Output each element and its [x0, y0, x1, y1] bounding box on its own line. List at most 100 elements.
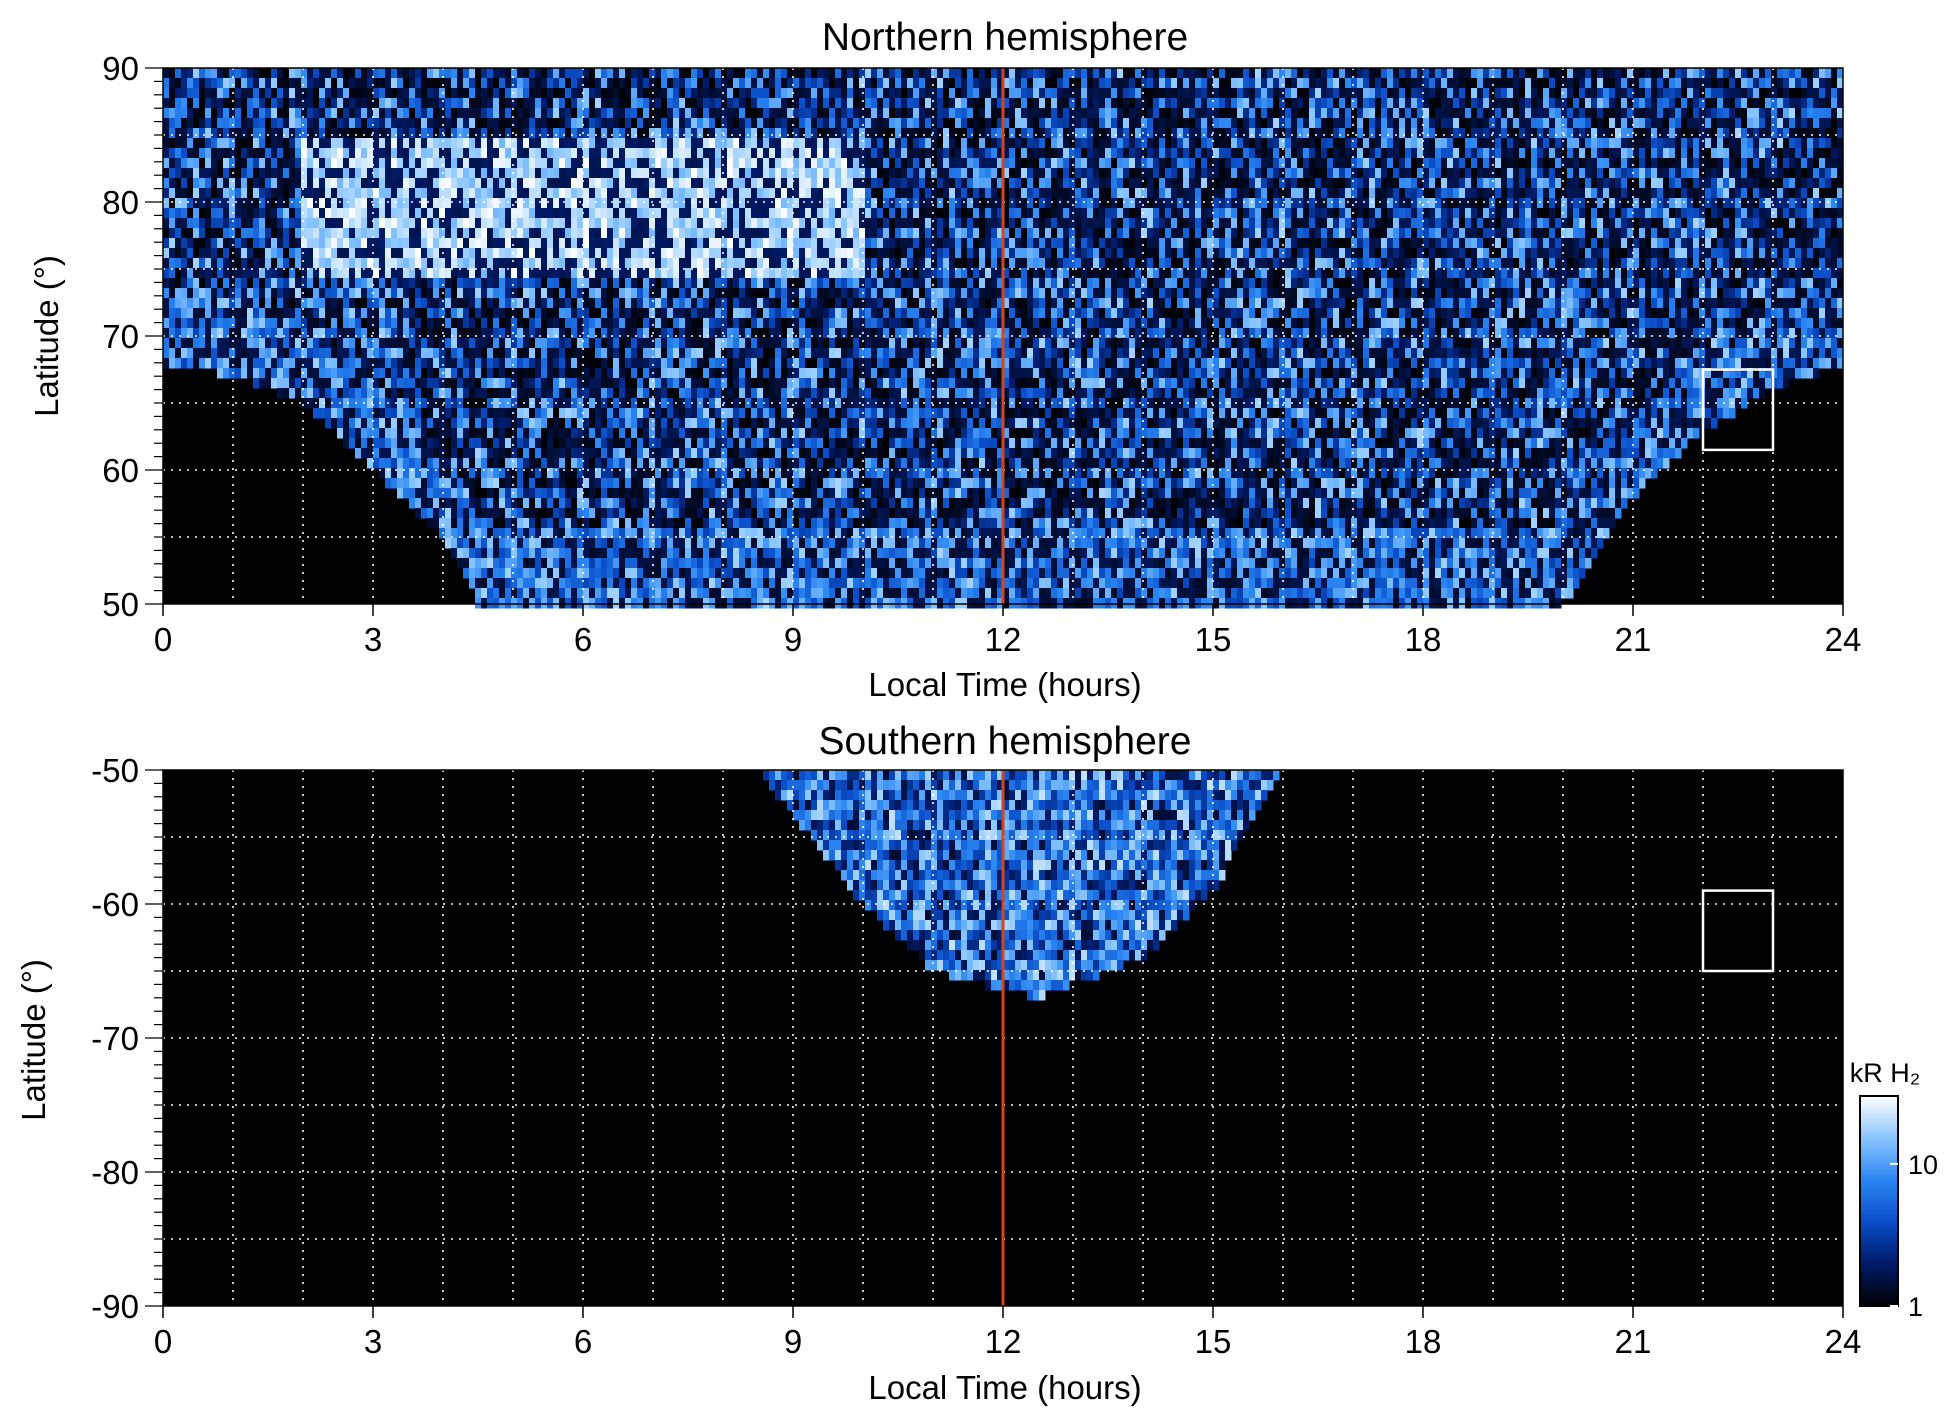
emission-cell — [445, 138, 452, 149]
emission-cell — [415, 398, 422, 409]
emission-cell — [205, 218, 212, 229]
emission-cell — [775, 588, 782, 599]
emission-cell — [337, 318, 344, 329]
emission-cell — [727, 198, 734, 209]
emission-cell — [385, 158, 392, 169]
emission-cell — [349, 258, 356, 269]
emission-cell — [769, 498, 776, 509]
emission-cell — [781, 348, 788, 359]
emission-cell — [367, 158, 374, 169]
emission-cell — [535, 328, 542, 339]
emission-cell — [721, 198, 728, 209]
emission-cell — [619, 318, 626, 329]
emission-cell — [667, 528, 674, 539]
emission-cell — [655, 158, 662, 169]
emission-cell — [583, 208, 590, 219]
emission-cell — [433, 468, 440, 479]
emission-cell — [685, 518, 692, 529]
emission-cell — [715, 478, 722, 489]
emission-cell — [769, 508, 776, 519]
emission-cell — [775, 248, 782, 259]
emission-cell — [271, 188, 278, 199]
emission-cell — [535, 568, 542, 579]
emission-cell — [643, 198, 650, 209]
emission-cell — [691, 308, 698, 319]
emission-cell — [679, 128, 686, 139]
emission-cell — [655, 118, 662, 129]
emission-cell — [517, 378, 524, 389]
emission-cell — [451, 158, 458, 169]
emission-cell — [571, 458, 578, 469]
emission-cell — [529, 148, 536, 159]
emission-cell — [433, 78, 440, 89]
emission-cell — [499, 448, 506, 459]
emission-cell — [541, 528, 548, 539]
emission-cell — [781, 448, 788, 459]
emission-cell — [373, 78, 380, 89]
emission-cell — [307, 398, 314, 409]
emission-cell — [733, 328, 740, 339]
emission-cell — [307, 268, 314, 279]
emission-cell — [625, 188, 632, 199]
emission-cell — [325, 348, 332, 359]
emission-cell — [217, 268, 224, 279]
emission-cell — [577, 518, 584, 529]
emission-cell — [493, 78, 500, 89]
emission-cell — [397, 378, 404, 389]
emission-cell — [745, 338, 752, 349]
emission-cell — [799, 348, 806, 359]
emission-cell — [673, 118, 680, 129]
emission-cell — [691, 578, 698, 589]
emission-cell — [703, 228, 710, 239]
emission-cell — [295, 168, 302, 179]
emission-cell — [535, 248, 542, 259]
emission-cell — [475, 468, 482, 479]
emission-cell — [613, 428, 620, 439]
emission-cell — [397, 358, 404, 369]
emission-cell — [643, 228, 650, 239]
emission-cell — [457, 128, 464, 139]
emission-cell — [463, 228, 470, 239]
emission-cell — [667, 208, 674, 219]
emission-cell — [379, 338, 386, 349]
emission-cell — [673, 328, 680, 339]
emission-cell — [781, 238, 788, 249]
emission-cell — [751, 288, 758, 299]
emission-cell — [739, 288, 746, 299]
emission-cell — [643, 298, 650, 309]
emission-cell — [661, 538, 668, 549]
emission-cell — [631, 188, 638, 199]
emission-cell — [499, 328, 506, 339]
emission-cell — [577, 388, 584, 399]
emission-cell — [499, 118, 506, 129]
emission-cell — [715, 158, 722, 169]
emission-cell — [283, 348, 290, 359]
emission-cell — [685, 308, 692, 319]
emission-cell — [775, 338, 782, 349]
emission-cell — [421, 348, 428, 359]
emission-cell — [259, 88, 266, 99]
emission-cell — [499, 178, 506, 189]
emission-cell — [601, 208, 608, 219]
emission-cell — [697, 298, 704, 309]
emission-cell — [427, 198, 434, 209]
emission-cell — [469, 288, 476, 299]
emission-cell — [247, 218, 254, 229]
emission-cell — [211, 278, 218, 289]
emission-cell — [787, 88, 794, 99]
emission-cell — [559, 588, 566, 599]
emission-cell — [535, 338, 542, 349]
emission-cell — [571, 308, 578, 319]
emission-cell — [319, 378, 326, 389]
emission-cell — [577, 228, 584, 239]
emission-cell — [373, 428, 380, 439]
emission-cell — [283, 388, 290, 399]
emission-cell — [331, 78, 338, 89]
emission-cell — [589, 178, 596, 189]
emission-cell — [625, 338, 632, 349]
emission-cell — [673, 538, 680, 549]
emission-cell — [607, 188, 614, 199]
emission-cell — [211, 188, 218, 199]
emission-cell — [691, 88, 698, 99]
emission-cell — [787, 518, 794, 529]
